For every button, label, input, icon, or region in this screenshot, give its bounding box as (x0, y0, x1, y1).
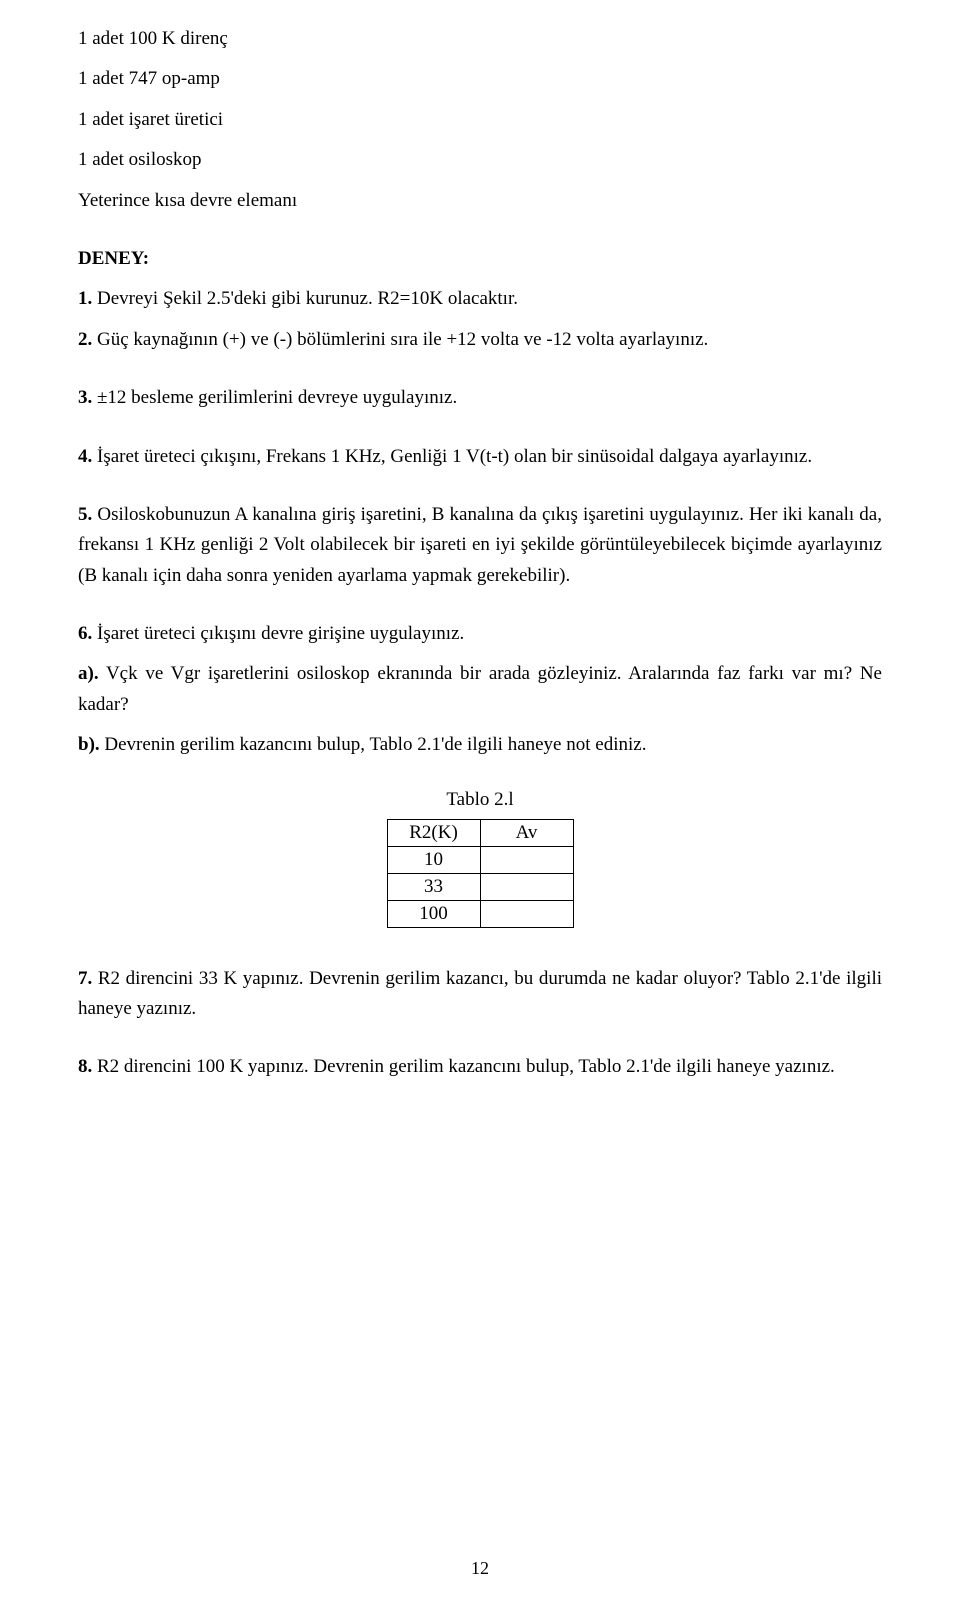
step-text: R2 direncini 100 K yapınız. Devrenin ger… (92, 1056, 835, 1077)
table-caption: Tablo 2.l (78, 789, 882, 811)
step-number: 5. (78, 504, 92, 525)
step-number: 6. (78, 623, 92, 644)
step-number: 2. (78, 329, 92, 350)
table-cell: 33 (387, 873, 480, 900)
step-text: İşaret üreteci çıkışını, Frekans 1 KHz, … (92, 446, 812, 467)
page-number: 12 (0, 1558, 960, 1579)
table-header-cell: R2(K) (387, 819, 480, 846)
document-page: 1 adet 100 K direnç 1 adet 747 op-amp 1 … (0, 0, 960, 1599)
step-number: 7. (78, 968, 92, 989)
step-5: 5. Osiloskobunuzun A kanalına giriş işar… (78, 500, 882, 591)
table-cell (480, 873, 573, 900)
step-1: 1. Devreyi Şekil 2.5'deki gibi kurunuz. … (78, 284, 882, 314)
step-number: 4. (78, 446, 92, 467)
step-7: 7. R2 direncini 33 K yapınız. Devrenin g… (78, 964, 882, 1025)
step-3: 3. ±12 besleme gerilimlerini devreye uyg… (78, 383, 882, 413)
substep-text: Vçk ve Vgr işaretlerini osiloskop ekranı… (78, 663, 882, 714)
table-row: R2(K) Av (387, 819, 573, 846)
material-item: Yeterince kısa devre elemanı (78, 186, 882, 216)
table-cell (480, 900, 573, 927)
material-item: 1 adet osiloskop (78, 145, 882, 175)
material-item: 1 adet 100 K direnç (78, 24, 882, 54)
step-4: 4. İşaret üreteci çıkışını, Frekans 1 KH… (78, 442, 882, 472)
step-6b: b). Devrenin gerilim kazancını bulup, Ta… (78, 730, 882, 760)
step-6a: a). Vçk ve Vgr işaretlerini osiloskop ek… (78, 659, 882, 720)
substep-label: b). (78, 734, 100, 755)
step-6: 6. İşaret üreteci çıkışını devre girişin… (78, 619, 882, 649)
step-number: 8. (78, 1056, 92, 1077)
material-item: 1 adet 747 op-amp (78, 64, 882, 94)
step-8: 8. R2 direncini 100 K yapınız. Devrenin … (78, 1052, 882, 1082)
tablo-2-1: R2(K) Av 10 33 100 (387, 819, 574, 928)
table-header-cell: Av (480, 819, 573, 846)
section-heading-deney: DENEY: (78, 244, 882, 274)
substep-text: Devrenin gerilim kazancını bulup, Tablo … (100, 734, 647, 755)
step-number: 1. (78, 288, 92, 309)
step-text: ±12 besleme gerilimlerini devreye uygula… (92, 387, 457, 408)
material-item: 1 adet işaret üretici (78, 105, 882, 135)
substep-label: a). (78, 663, 99, 684)
step-text: Devreyi Şekil 2.5'deki gibi kurunuz. R2=… (92, 288, 518, 309)
step-2: 2. Güç kaynağının (+) ve (-) bölümlerini… (78, 325, 882, 355)
step-text: İşaret üreteci çıkışını devre girişine u… (92, 623, 464, 644)
step-text: Osiloskobunuzun A kanalına giriş işareti… (78, 504, 882, 586)
step-text: Güç kaynağının (+) ve (-) bölümlerini sı… (92, 329, 708, 350)
table-row: 10 (387, 846, 573, 873)
step-number: 3. (78, 387, 92, 408)
table-cell (480, 846, 573, 873)
table-row: 33 (387, 873, 573, 900)
step-text: R2 direncini 33 K yapınız. Devrenin geri… (78, 968, 882, 1019)
table-cell: 10 (387, 846, 480, 873)
table-cell: 100 (387, 900, 480, 927)
table-row: 100 (387, 900, 573, 927)
